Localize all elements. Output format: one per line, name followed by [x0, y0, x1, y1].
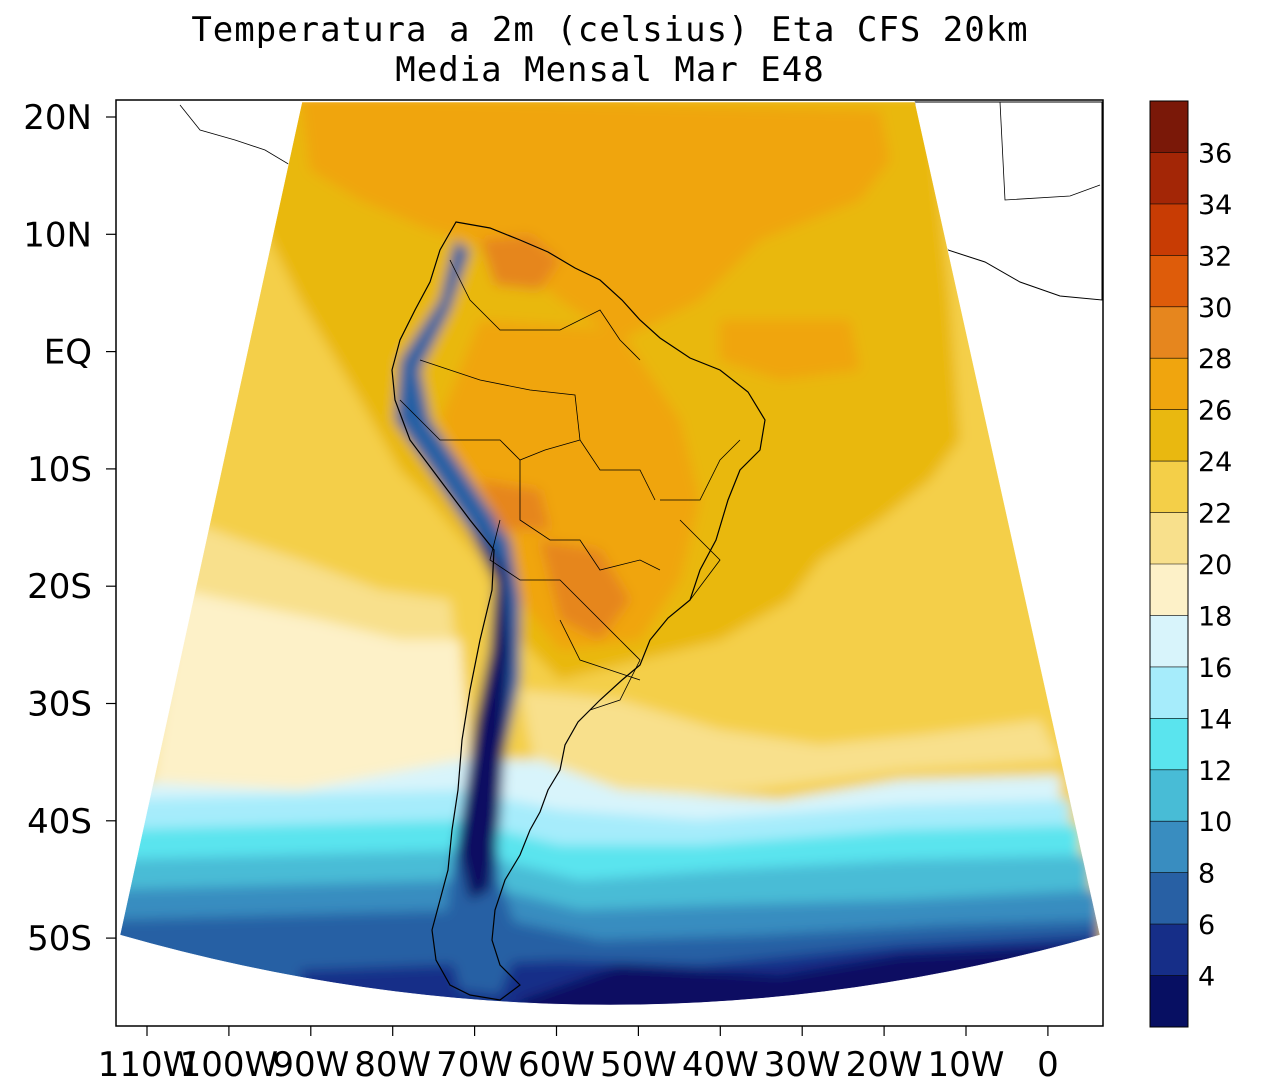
x-tick-label: 110W: [98, 1045, 197, 1080]
colorbar-label: 24: [1198, 447, 1232, 478]
contour-26-28-land: [440, 320, 700, 650]
map-title: Temperatura a 2m (celsius) Eta CFS 20km: [191, 10, 1029, 50]
colorbar-swatch: [1150, 358, 1188, 410]
colorbar-label: 32: [1198, 241, 1232, 272]
colorbar-swatch: [1150, 821, 1188, 873]
colorbar: 36 34 32 30 28 26 24 22 20 18 16 14 12 10 8 6 4: [1149, 100, 1232, 1028]
colorbar-label: 16: [1198, 653, 1232, 684]
colorbar-label: 10: [1198, 807, 1232, 838]
x-tick-label: 50W: [600, 1045, 677, 1080]
colorbar-swatch: [1150, 975, 1188, 1027]
colorbar-swatch: [1150, 769, 1188, 822]
x-tick-label: 10W: [928, 1045, 1005, 1080]
y-tick-label: 30S: [27, 685, 92, 725]
contour-26-28-east: [720, 320, 860, 380]
andes-coldest-zone: [458, 520, 510, 900]
colorbar-swatch: [1150, 461, 1188, 513]
map-subtitle: Media Mensal Mar E48: [395, 50, 825, 90]
contour-20-22-atlantic: [520, 690, 1060, 800]
x-tick-label: 90W: [272, 1045, 349, 1080]
africa-borders: [999, 101, 1101, 201]
y-tick-label: 40S: [27, 802, 92, 842]
colorbar-swatch: [1150, 152, 1188, 204]
colorbar-swatch: [1150, 615, 1188, 667]
colorbar-swatch: [1150, 718, 1188, 770]
x-tick-label: 30W: [764, 1045, 841, 1080]
y-tick-label: 20N: [23, 98, 92, 138]
colorbar-swatch: [1150, 306, 1188, 359]
colorbar-label: 18: [1198, 601, 1232, 632]
colorbar-label: 28: [1198, 344, 1232, 375]
colorbar-swatch: [1150, 101, 1188, 153]
y-tick-label: 10N: [23, 215, 92, 255]
model-domain-edge: [119, 101, 1101, 1006]
contour-18-20-pacific: [150, 590, 470, 810]
y-tick-label: 10S: [27, 450, 92, 490]
colorbar-label: 36: [1198, 138, 1232, 169]
colorbar-label: 30: [1198, 293, 1232, 324]
colorbar-swatch: [1150, 512, 1188, 564]
x-tick-label: 40W: [682, 1045, 759, 1080]
colorbar-label: 6: [1198, 910, 1215, 941]
colorbar-label: 26: [1198, 396, 1232, 427]
south-america-coastline: [391, 221, 766, 1001]
colorbar-label: 4: [1198, 962, 1215, 993]
colorbar-label: 34: [1198, 190, 1232, 221]
colorbar-swatch: [1150, 872, 1188, 925]
colorbar-swatch: [1150, 564, 1188, 616]
colorbar-swatch: [1150, 666, 1188, 719]
y-tick-label: EQ: [44, 333, 92, 373]
y-tick-label: 20S: [27, 567, 92, 607]
x-tick-label: 0: [1037, 1045, 1059, 1080]
colorbar-swatch: [1150, 409, 1188, 462]
colorbar-label: 14: [1198, 704, 1232, 735]
colorbar-label: 22: [1198, 499, 1232, 530]
colorbar-label: 20: [1198, 550, 1232, 581]
colorbar-label: 12: [1198, 756, 1232, 787]
warm-pocket-chaco: [540, 540, 630, 640]
contour-26-28-north: [300, 102, 890, 340]
x-tick-label: 60W: [518, 1045, 595, 1080]
x-tick-label: 80W: [354, 1045, 431, 1080]
colorbar-label: 8: [1198, 859, 1215, 890]
x-tick-label: 100W: [180, 1045, 279, 1080]
colorbar-swatch: [1150, 255, 1188, 307]
temperature-field: [120, 102, 1100, 1005]
y-tick-label: 50S: [27, 919, 92, 959]
y-axis: 20N 10N EQ 10S 20S 30S 40S 50S: [23, 98, 116, 959]
colorbar-swatch: [1150, 924, 1188, 976]
country-borders: [399, 259, 741, 711]
warm-pocket-bolivia: [480, 480, 550, 530]
x-tick-label: 20W: [846, 1045, 923, 1080]
x-tick-label: 70W: [436, 1045, 513, 1080]
colorbar-swatch: [1150, 203, 1188, 256]
